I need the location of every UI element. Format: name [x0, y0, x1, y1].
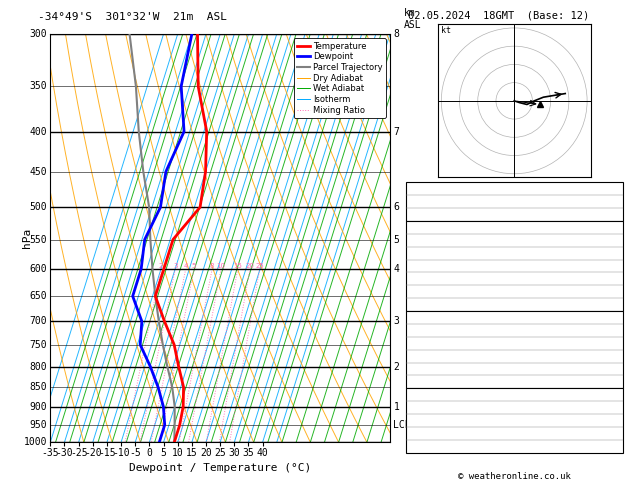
Text: 1.25: 1.25	[598, 210, 620, 219]
Text: 3: 3	[393, 316, 399, 326]
Text: 400: 400	[30, 126, 47, 137]
Text: Surface: Surface	[496, 223, 533, 232]
Text: 9: 9	[614, 184, 620, 193]
Text: Hodograph: Hodograph	[490, 390, 538, 399]
Text: 750: 750	[30, 340, 47, 350]
Text: 0: 0	[614, 300, 620, 309]
Text: 68: 68	[609, 416, 620, 425]
Text: Totals Totals: Totals Totals	[409, 197, 479, 206]
Text: 6: 6	[393, 202, 399, 212]
Text: kt: kt	[442, 26, 452, 35]
Text: Dewp (°C): Dewp (°C)	[409, 248, 457, 258]
Text: 02.05.2024  18GMT  (Base: 12): 02.05.2024 18GMT (Base: 12)	[408, 11, 589, 21]
Text: 300: 300	[603, 339, 620, 348]
Text: 0: 0	[614, 287, 620, 296]
Text: 1: 1	[393, 401, 399, 412]
Text: 25: 25	[255, 263, 264, 269]
Text: 450: 450	[30, 167, 47, 176]
Text: 74: 74	[609, 403, 620, 412]
Text: 750: 750	[603, 326, 620, 335]
Text: 8.8: 8.8	[603, 236, 620, 245]
Text: 900: 900	[30, 401, 47, 412]
Text: StmDir: StmDir	[409, 429, 441, 438]
X-axis label: Dewpoint / Temperature (°C): Dewpoint / Temperature (°C)	[129, 463, 311, 473]
Text: 0: 0	[614, 377, 620, 386]
Text: PW (cm): PW (cm)	[409, 210, 447, 219]
Text: hPa: hPa	[21, 228, 31, 248]
Text: Pressure (mb): Pressure (mb)	[409, 326, 479, 335]
Text: 32: 32	[609, 442, 620, 451]
Text: 3: 3	[173, 263, 177, 269]
Text: © weatheronline.co.uk: © weatheronline.co.uk	[458, 472, 571, 481]
Text: 500: 500	[30, 202, 47, 212]
Text: km
ASL: km ASL	[404, 8, 421, 30]
Text: CIN (J): CIN (J)	[409, 300, 447, 309]
Text: θᵉ (K): θᵉ (K)	[409, 339, 441, 348]
Text: 0: 0	[614, 364, 620, 374]
Text: 7: 7	[393, 126, 399, 137]
Text: 311°: 311°	[598, 429, 620, 438]
Text: K: K	[409, 184, 415, 193]
Text: 5: 5	[192, 263, 196, 269]
Text: 294: 294	[603, 261, 620, 271]
Text: CAPE (J): CAPE (J)	[409, 364, 452, 374]
Text: 650: 650	[30, 291, 47, 301]
Text: 1000: 1000	[23, 437, 47, 447]
Legend: Temperature, Dewpoint, Parcel Trajectory, Dry Adiabat, Wet Adiabat, Isotherm, Mi: Temperature, Dewpoint, Parcel Trajectory…	[294, 38, 386, 118]
Text: 5: 5	[393, 235, 399, 244]
Text: 350: 350	[30, 81, 47, 91]
Text: 800: 800	[30, 362, 47, 372]
Text: 550: 550	[30, 235, 47, 244]
Text: 2: 2	[159, 263, 164, 269]
Text: 20: 20	[245, 263, 254, 269]
Text: 9: 9	[614, 351, 620, 361]
Text: 4: 4	[393, 264, 399, 274]
Text: EH: EH	[409, 403, 420, 412]
Text: 850: 850	[30, 382, 47, 392]
Text: Lifted Index: Lifted Index	[409, 274, 474, 283]
Text: StmSpd (kt): StmSpd (kt)	[409, 442, 468, 451]
Text: 14: 14	[609, 274, 620, 283]
Text: 2: 2	[393, 362, 399, 372]
Text: Most Unstable: Most Unstable	[479, 313, 549, 322]
Text: Mixing Ratio (g/kg): Mixing Ratio (g/kg)	[424, 182, 434, 294]
Text: 8: 8	[210, 263, 214, 269]
Text: 600: 600	[30, 264, 47, 274]
Text: CIN (J): CIN (J)	[409, 377, 447, 386]
Text: 4: 4	[184, 263, 188, 269]
Text: 30: 30	[609, 197, 620, 206]
Text: 15: 15	[233, 263, 242, 269]
Text: θᵉ(K): θᵉ(K)	[409, 261, 436, 271]
Text: 950: 950	[30, 420, 47, 430]
Text: LCL: LCL	[393, 420, 411, 430]
Text: Lifted Index: Lifted Index	[409, 351, 474, 361]
Text: 300: 300	[30, 29, 47, 39]
Text: 3.5: 3.5	[603, 248, 620, 258]
Text: Temp (°C): Temp (°C)	[409, 236, 457, 245]
Text: -34°49'S  301°32'W  21m  ASL: -34°49'S 301°32'W 21m ASL	[38, 12, 226, 22]
Text: SREH: SREH	[409, 416, 430, 425]
Text: 8: 8	[393, 29, 399, 39]
Text: 700: 700	[30, 316, 47, 326]
Text: CAPE (J): CAPE (J)	[409, 287, 452, 296]
Text: 10: 10	[216, 263, 226, 269]
